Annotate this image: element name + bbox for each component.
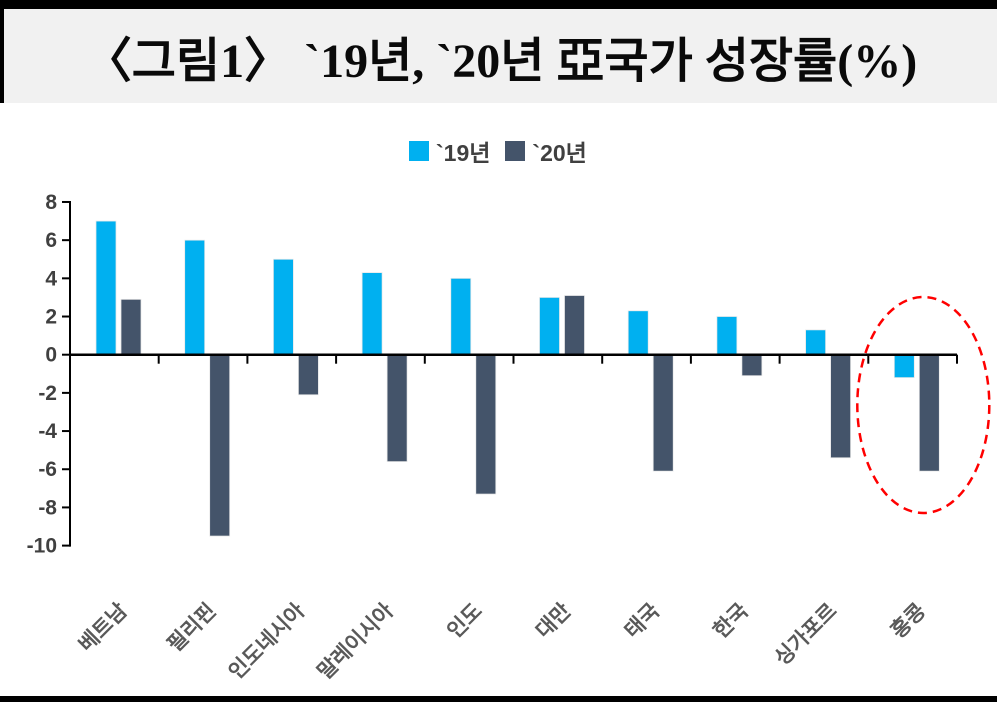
y-axis-label: -10 — [27, 535, 57, 558]
legend-swatch-19-icon — [409, 141, 429, 161]
figure-title: 〈그림1〉 `19년, `20년 亞국가 성장률(%) — [83, 35, 918, 88]
y-axis-label: -4 — [38, 420, 57, 443]
legend-item-20: `20년 — [505, 134, 587, 168]
category-label-필리핀: 필리핀 — [163, 599, 220, 656]
y-axis-label: -6 — [38, 458, 57, 481]
bar-`19년-한국 — [716, 316, 738, 356]
y-axis-label: 2 — [45, 306, 57, 329]
bar-`19년-인도네시아 — [273, 258, 294, 356]
y-axis-label: 6 — [45, 229, 57, 252]
legend-item-19: `19년 — [409, 134, 490, 168]
category-label-베트남: 베트남 — [75, 599, 132, 656]
category-label-한국: 한국 — [709, 599, 753, 643]
y-axis-label: -2 — [38, 382, 57, 405]
bar-`20년-한국 — [741, 354, 763, 377]
bar-`19년-인도 — [450, 277, 472, 356]
bar-`19년-말레이시아 — [361, 272, 383, 356]
y-axis-label: -8 — [38, 496, 57, 519]
category-label-홍콩: 홍콩 — [887, 599, 931, 643]
legend-label-20: `20년 — [532, 140, 587, 166]
legend-label-19: `19년 — [436, 140, 491, 166]
bar-`20년-홍콩 — [918, 354, 940, 472]
y-axis-label: 0 — [45, 344, 57, 367]
bar-`20년-베트남 — [120, 298, 142, 356]
bar-`20년-인도네시아 — [298, 354, 319, 396]
chart-legend: `19년 `20년 — [409, 138, 587, 166]
legend-swatch-20-icon — [505, 141, 526, 161]
bar-`20년-싱가포르 — [830, 354, 851, 459]
bar-`19년-베트남 — [95, 220, 117, 356]
category-label-인도네시아: 인도네시아 — [225, 599, 310, 684]
annotation-ellipse — [856, 295, 991, 515]
bar-`20년-필리핀 — [209, 354, 231, 537]
y-axis-label: 8 — [45, 191, 57, 214]
bar-`19년-대만 — [539, 297, 560, 356]
bar-`19년-필리핀 — [184, 239, 206, 356]
bar-`20년-태국 — [652, 354, 674, 472]
bar-`20년-인도 — [475, 354, 497, 495]
y-axis-label: 4 — [45, 267, 57, 290]
category-label-말레이시아: 말레이시아 — [313, 599, 398, 684]
bar-`19년-태국 — [627, 310, 649, 356]
category-label-대만: 대만 — [532, 599, 576, 643]
category-label-인도: 인도 — [443, 599, 487, 643]
category-label-태국: 태국 — [620, 599, 664, 643]
bar-`20년-말레이시아 — [386, 354, 408, 462]
bar-`20년-대만 — [564, 295, 585, 356]
category-label-싱가포르: 싱가포르 — [771, 599, 842, 670]
bar-`19년-싱가포르 — [805, 329, 826, 356]
figure-title-bar: 〈그림1〉 `19년, `20년 亞국가 성장률(%) — [0, 0, 997, 103]
bottom-border-rule — [0, 696, 997, 702]
bar-`19년-홍콩 — [893, 354, 915, 378]
